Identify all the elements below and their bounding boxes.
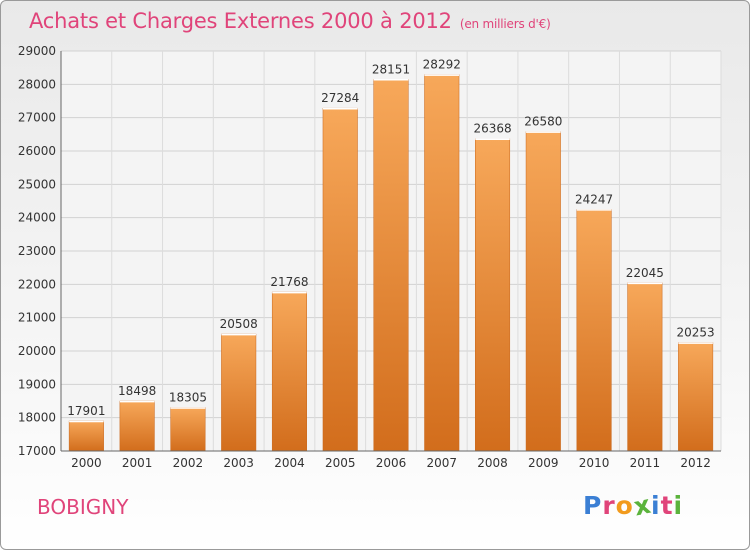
logo-letter: i [651, 491, 661, 520]
x-tick-label: 2009 [528, 456, 559, 470]
data-label: 26580 [524, 115, 562, 129]
x-tick-label: 2012 [680, 456, 711, 470]
chart-title: Achats et Charges Externes 2000 à 2012 (e… [29, 9, 551, 33]
data-label: 18498 [118, 384, 156, 398]
data-label: 26368 [473, 122, 511, 136]
bars: 17901 18498 18305 20508 21768 27284 28151 28292… [67, 58, 715, 452]
y-tick-label: 17000 [18, 444, 56, 458]
bar [119, 400, 155, 452]
y-tick-label: 28000 [18, 77, 56, 91]
chart-title-text: Achats et Charges Externes 2000 à 2012 [29, 9, 452, 33]
y-tick-label: 29000 [18, 44, 56, 58]
data-label: 24247 [575, 192, 613, 206]
chart-unit: (en milliers d'€) [459, 17, 551, 31]
y-tick-label: 27000 [18, 111, 56, 125]
x-tick-label: 2001 [122, 456, 153, 470]
bar [678, 342, 714, 452]
proxiti-logo: Proxiti [583, 490, 684, 522]
bar [271, 291, 307, 452]
data-label: 21768 [270, 275, 308, 289]
bar [170, 407, 206, 452]
bar [475, 138, 511, 452]
x-tick-label: 2003 [223, 456, 254, 470]
bar [424, 74, 460, 452]
x-tick-label: 2000 [71, 456, 102, 470]
y-tick-label: 24000 [18, 211, 56, 225]
y-tick-label: 25000 [18, 177, 56, 191]
x-tick-label: 2004 [274, 456, 305, 470]
y-tick-label: 20000 [18, 344, 56, 358]
x-tick-label: 2002 [173, 456, 204, 470]
y-tick-label: 23000 [18, 244, 56, 258]
logo-letter: t [660, 491, 674, 520]
y-tick-label: 22000 [18, 277, 56, 291]
data-label: 18305 [169, 391, 207, 405]
bar [627, 282, 663, 452]
y-tick-label: 18000 [18, 411, 56, 425]
data-label: 17901 [67, 404, 105, 418]
data-label: 20253 [677, 326, 715, 340]
bar [373, 79, 409, 452]
x-tick-label: 2011 [630, 456, 661, 470]
data-label: 28292 [423, 58, 461, 72]
bar [525, 131, 561, 452]
town-name: BOBIGNY [37, 495, 129, 519]
bar [68, 420, 104, 452]
data-label: 20508 [220, 317, 258, 331]
logo-letter: i [673, 491, 684, 520]
bar [576, 209, 612, 452]
bar [322, 107, 358, 452]
x-tick-label: 2007 [426, 456, 457, 470]
x-tick-label: 2008 [477, 456, 508, 470]
x-tick-label: 2006 [376, 456, 407, 470]
x-tick-label: 2010 [579, 456, 610, 470]
data-label: 28151 [372, 62, 410, 76]
logo-letter: o [615, 491, 634, 520]
y-tick-label: 21000 [18, 311, 56, 325]
data-label: 27284 [321, 91, 359, 105]
axes: 17000 18000 19000 20000 21000 22000 23000 24000… [18, 44, 721, 470]
logo-letter: P [583, 491, 603, 520]
logo-letter: r [602, 491, 616, 520]
x-tick-label: 2005 [325, 456, 356, 470]
y-tick-label: 19000 [18, 377, 56, 391]
data-label: 22045 [626, 266, 664, 280]
y-tick-label: 26000 [18, 144, 56, 158]
bar [221, 333, 257, 452]
